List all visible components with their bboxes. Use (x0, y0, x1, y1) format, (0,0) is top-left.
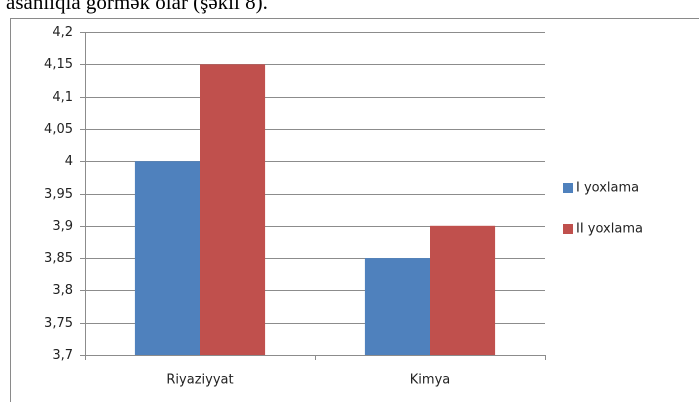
legend-label: II yoxlama (576, 222, 643, 237)
bar (430, 225, 496, 355)
chart-frame (10, 18, 699, 402)
y-tick-label: 3,7 (52, 348, 73, 363)
x-tick-label: Kimya (410, 373, 450, 388)
legend-swatch (563, 183, 573, 193)
y-tick-label: 3,95 (44, 187, 73, 202)
y-tick-label: 4,05 (44, 122, 73, 137)
y-tick-label: 4,2 (52, 25, 73, 40)
y-tick-label: 3,75 (44, 316, 73, 331)
bar (364, 258, 430, 355)
y-tick-label: 3,8 (52, 283, 73, 298)
text-above: asanlıqla görmək olar (şəkil 8). (6, 0, 268, 14)
legend-swatch (563, 224, 573, 234)
y-tick-label: 4 (65, 154, 73, 169)
y-tick-label: 4,15 (44, 57, 73, 72)
y-tick-label: 3,85 (44, 251, 73, 266)
y-tick-label: 3,9 (52, 219, 73, 234)
legend-label: I yoxlama (576, 181, 639, 196)
bar (200, 64, 266, 356)
y-tick-label: 4,1 (52, 90, 73, 105)
bar (134, 161, 200, 355)
x-tick-label: Riyaziyyat (166, 373, 233, 388)
